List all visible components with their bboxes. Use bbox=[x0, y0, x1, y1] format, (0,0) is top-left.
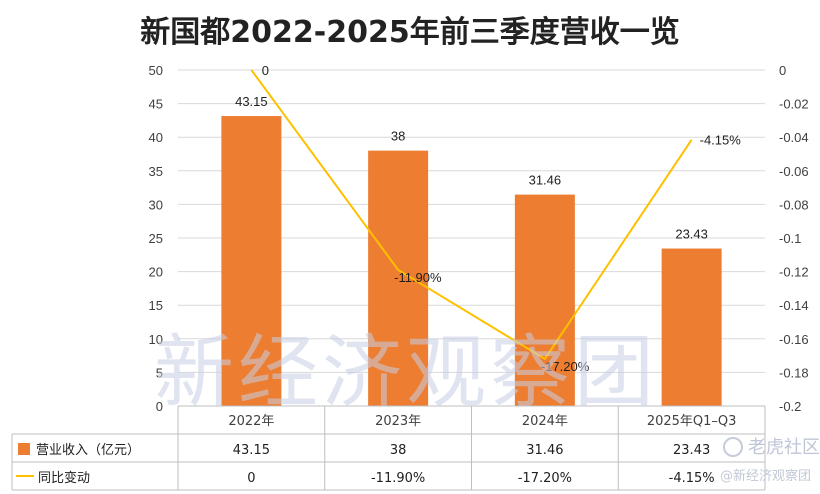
right-tick-label: 0 bbox=[779, 63, 786, 78]
data-table: 2022年 2023年 2024年 2025年Q1–Q3 营业收入（亿元） 43.15 38… bbox=[11, 405, 766, 491]
left-tick-label: 5 bbox=[156, 365, 163, 380]
watermark-badge: 老虎社区 bbox=[723, 437, 820, 458]
category-label: 2025年Q1–Q3 bbox=[647, 414, 737, 429]
legend-label: 同比变动 bbox=[38, 470, 90, 486]
right-tick-label: -0.04 bbox=[779, 130, 809, 145]
line-series bbox=[250, 69, 693, 361]
line-data-label: 0 bbox=[262, 63, 269, 78]
category-label: 2023年 bbox=[375, 414, 421, 429]
left-tick-label: 45 bbox=[149, 97, 163, 112]
bar-data-label: 43.15 bbox=[235, 94, 268, 109]
bar bbox=[661, 248, 722, 406]
tiger-icon bbox=[723, 437, 743, 457]
bar bbox=[514, 194, 575, 406]
table-cell: 31.46 bbox=[526, 443, 563, 458]
right-tick-label: -0.02 bbox=[779, 97, 809, 112]
bar-series bbox=[221, 116, 722, 407]
left-tick-label: 50 bbox=[149, 63, 163, 78]
left-tick-label: 20 bbox=[149, 265, 163, 280]
right-tick-label: -0.12 bbox=[779, 265, 809, 280]
right-tick-label: -0.1 bbox=[779, 231, 801, 246]
table-cell: 38 bbox=[390, 443, 407, 458]
line-data-labels: 0 -11.90% -17.20% -4.15% bbox=[262, 63, 741, 374]
left-tick-label: 35 bbox=[149, 164, 163, 179]
right-axis: -0.2 -0.18 -0.16 -0.14 -0.12 -0.1 -0.08 -0.06 -0… bbox=[779, 63, 809, 414]
table-cell: -4.15% bbox=[669, 471, 715, 486]
table-cell: 43.15 bbox=[233, 443, 270, 458]
right-tick-label: -0.14 bbox=[779, 298, 809, 313]
left-tick-label: 0 bbox=[156, 399, 163, 414]
chart-title: 新国都2022-2025年前三季度营收一览 bbox=[140, 15, 679, 50]
table-cell: -17.20% bbox=[518, 471, 572, 486]
right-tick-label: -0.18 bbox=[779, 365, 809, 380]
left-tick-label: 25 bbox=[149, 231, 163, 246]
watermark-source: @新经济观察团 bbox=[720, 468, 811, 484]
bar bbox=[368, 150, 429, 406]
watermark-badge-text: 老虎社区 bbox=[748, 437, 820, 458]
right-tick-label: -0.16 bbox=[779, 332, 809, 347]
line-data-label: -11.90% bbox=[394, 270, 442, 285]
line-path bbox=[250, 69, 693, 361]
left-axis: 0 5 10 15 20 25 30 35 40 45 50 bbox=[149, 63, 163, 414]
right-tick-label: -0.2 bbox=[779, 399, 801, 414]
bar-data-label: 31.46 bbox=[529, 173, 562, 188]
bar bbox=[221, 116, 282, 407]
watermark-text: 新经济观察团 bbox=[154, 326, 658, 419]
table-cell: -11.90% bbox=[371, 471, 425, 486]
legend-swatch-bar bbox=[18, 443, 30, 455]
table-cell: 0 bbox=[247, 471, 255, 486]
right-tick-label: -0.06 bbox=[779, 164, 809, 179]
left-tick-label: 10 bbox=[149, 332, 163, 347]
line-data-label: -4.15% bbox=[700, 133, 742, 148]
right-tick-label: -0.08 bbox=[779, 197, 809, 212]
category-label: 2022年 bbox=[228, 414, 274, 429]
table-cell: 23.43 bbox=[673, 443, 710, 458]
category-label: 2024年 bbox=[522, 414, 568, 429]
bar-data-labels: 43.15 38 31.46 23.43 bbox=[235, 94, 708, 242]
bar-data-label: 23.43 bbox=[675, 227, 708, 242]
left-tick-label: 15 bbox=[149, 298, 163, 313]
left-tick-label: 30 bbox=[149, 197, 163, 212]
bar-data-label: 38 bbox=[391, 129, 405, 144]
left-tick-label: 40 bbox=[149, 130, 163, 145]
line-data-label: -17.20% bbox=[541, 359, 590, 374]
legend-label: 营业收入（亿元） bbox=[36, 443, 140, 458]
